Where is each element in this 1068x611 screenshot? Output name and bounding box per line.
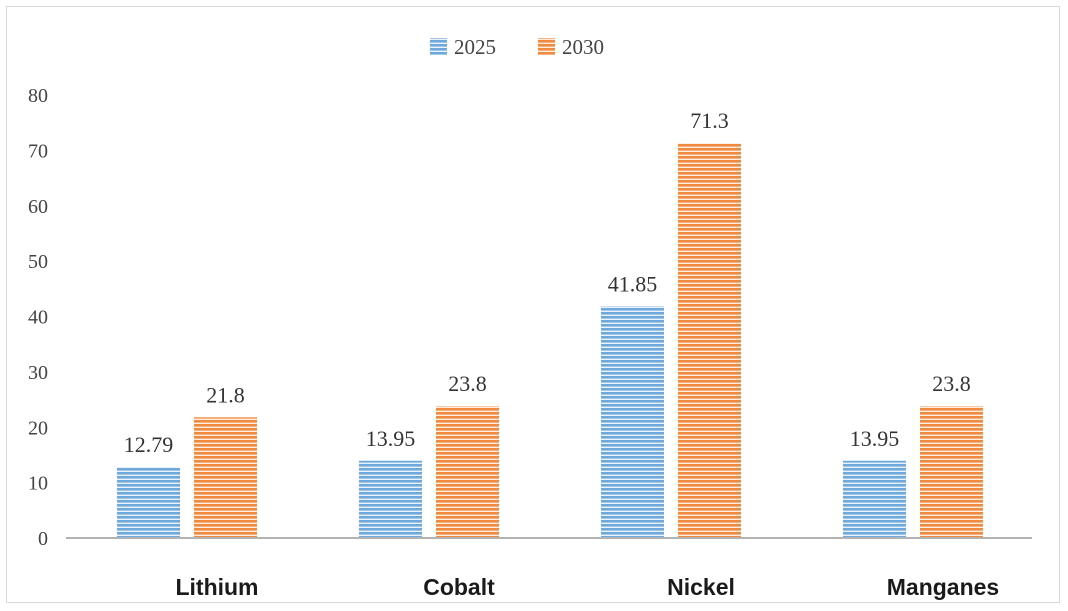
y-tick-label: 10 [28,473,48,495]
data-label: 13.95 [850,426,900,451]
legend-label-2025: 2025 [454,35,496,59]
x-category-label: Manganes [887,574,999,600]
bar-2030-cobalt [436,406,499,538]
data-label: 12.79 [124,432,174,457]
bar-2025-cobalt [359,460,422,538]
y-tick-label: 60 [28,196,48,218]
data-label: 23.8 [448,371,487,396]
bar-2030-lithium [194,417,257,538]
bar-2025-lithium [117,467,180,538]
x-category-label: Lithium [175,574,258,600]
bar-2030-nickel [678,143,741,538]
bars [117,143,983,538]
bar-2025-manganes [843,460,906,538]
y-tick-label: 0 [38,528,48,550]
y-tick-label: 40 [28,307,48,329]
data-label: 23.8 [932,371,971,396]
data-label: 71.3 [690,108,729,133]
data-label: 41.85 [608,271,658,296]
y-tick-label: 20 [28,417,48,439]
legend-swatch-2025 [430,38,447,55]
data-label: 21.8 [206,382,245,407]
y-axis: 0 10 20 30 40 50 60 70 80 [28,85,48,550]
x-axis-categories: Lithium Cobalt Nickel Manganes [175,574,999,600]
y-tick-label: 70 [28,140,48,162]
y-tick-label: 80 [28,85,48,107]
y-tick-label: 50 [28,251,48,273]
x-category-label: Nickel [667,574,735,600]
bar-2030-manganes [920,406,983,538]
legend-label-2030: 2030 [562,35,604,59]
legend: 2025 2030 [430,35,604,59]
bar-2025-nickel [601,306,664,538]
legend-swatch-2030 [538,38,555,55]
x-category-label: Cobalt [423,574,495,600]
data-label: 13.95 [366,426,416,451]
y-tick-label: 30 [28,362,48,384]
data-labels: 12.79 13.95 41.85 13.95 21.8 23.8 71.3 23.8 [124,108,971,457]
